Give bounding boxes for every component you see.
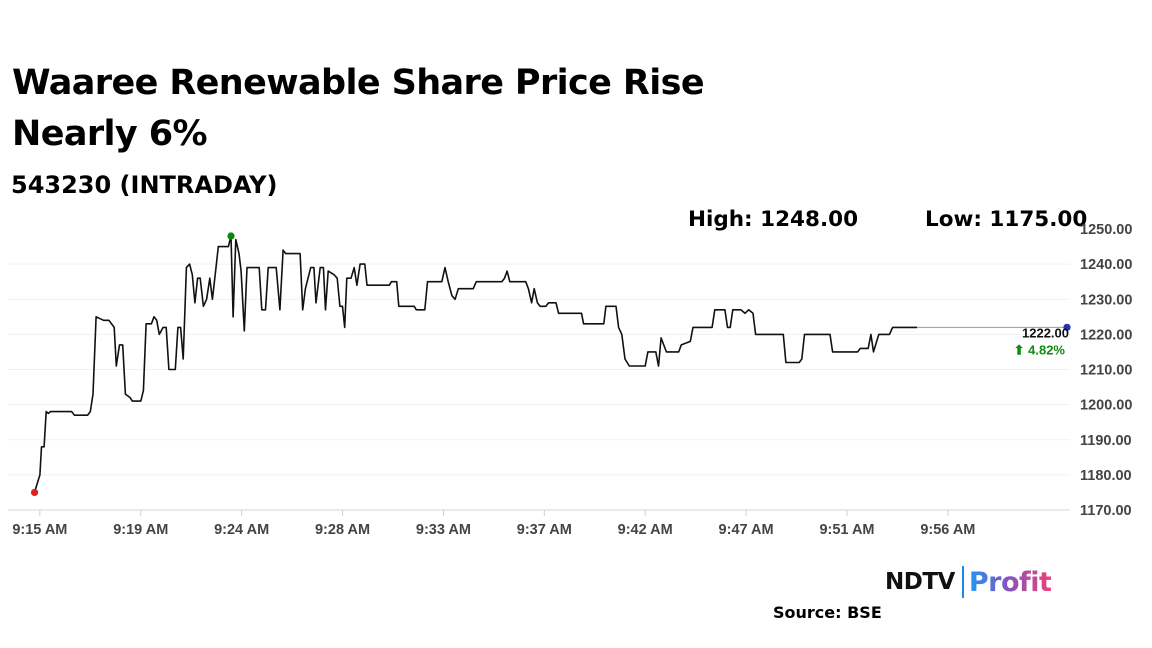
y-tick-label: 1210.00 (1080, 363, 1132, 379)
chart-subtitle: 543230 (INTRADAY) (11, 171, 278, 199)
x-tick-label: 9:37 AM (517, 522, 572, 538)
x-tick-label: 9:19 AM (113, 522, 168, 538)
y-tick-label: 1220.00 (1080, 327, 1132, 343)
y-tick-label: 1240.00 (1080, 257, 1132, 273)
y-axis-tick-labels: 1250.00 1240.00 1230.00 1220.00 1210.00 1200.… (1080, 222, 1132, 519)
y-tick-label: 1180.00 (1080, 468, 1132, 484)
change-percent-label: ⬆ 4.82% (1014, 342, 1066, 357)
low-price: Low: 1175.00 (925, 207, 1088, 232)
price-series-line (33, 235, 918, 493)
y-tick-label: 1170.00 (1080, 503, 1132, 519)
high-point-marker (227, 232, 235, 240)
x-tick-label: 9:28 AM (315, 522, 370, 538)
ndtv-profit-logo: NDTV Profit (885, 562, 1052, 602)
low-point-marker (30, 488, 39, 497)
x-tick-label: 9:24 AM (214, 522, 269, 538)
y-tick-label: 1190.00 (1080, 433, 1132, 449)
logo-profit-text: Profit (968, 566, 1052, 598)
last-price-label: 1222.00 (1022, 325, 1069, 340)
x-tick-label: 9:51 AM (819, 522, 874, 538)
x-tick-label: 9:15 AM (12, 522, 67, 538)
high-price: High: 1248.00 (688, 207, 859, 232)
y-tick-label: 1250.00 (1080, 222, 1132, 238)
y-tick-label: 1230.00 (1080, 292, 1132, 308)
logo-ndtv-text: NDTV (885, 569, 955, 595)
x-tick-label: 9:33 AM (416, 522, 471, 538)
x-tick-label: 9:56 AM (920, 522, 975, 538)
source-label: Source: BSE (773, 603, 882, 622)
y-tick-label: 1200.00 (1080, 398, 1132, 414)
x-axis-tick-labels: 9:15 AM 9:19 AM 9:24 AM 9:28 AM 9:33 AM 9:37 … (12, 510, 975, 538)
logo-separator (961, 566, 964, 598)
x-tick-label: 9:47 AM (719, 522, 774, 538)
last-point-marker (1063, 323, 1071, 331)
x-tick-label: 9:42 AM (618, 522, 673, 538)
chart-title: Waaree Renewable Share Price Rise Nearly… (12, 63, 705, 154)
y-axis-gridlines (8, 263, 1070, 476)
